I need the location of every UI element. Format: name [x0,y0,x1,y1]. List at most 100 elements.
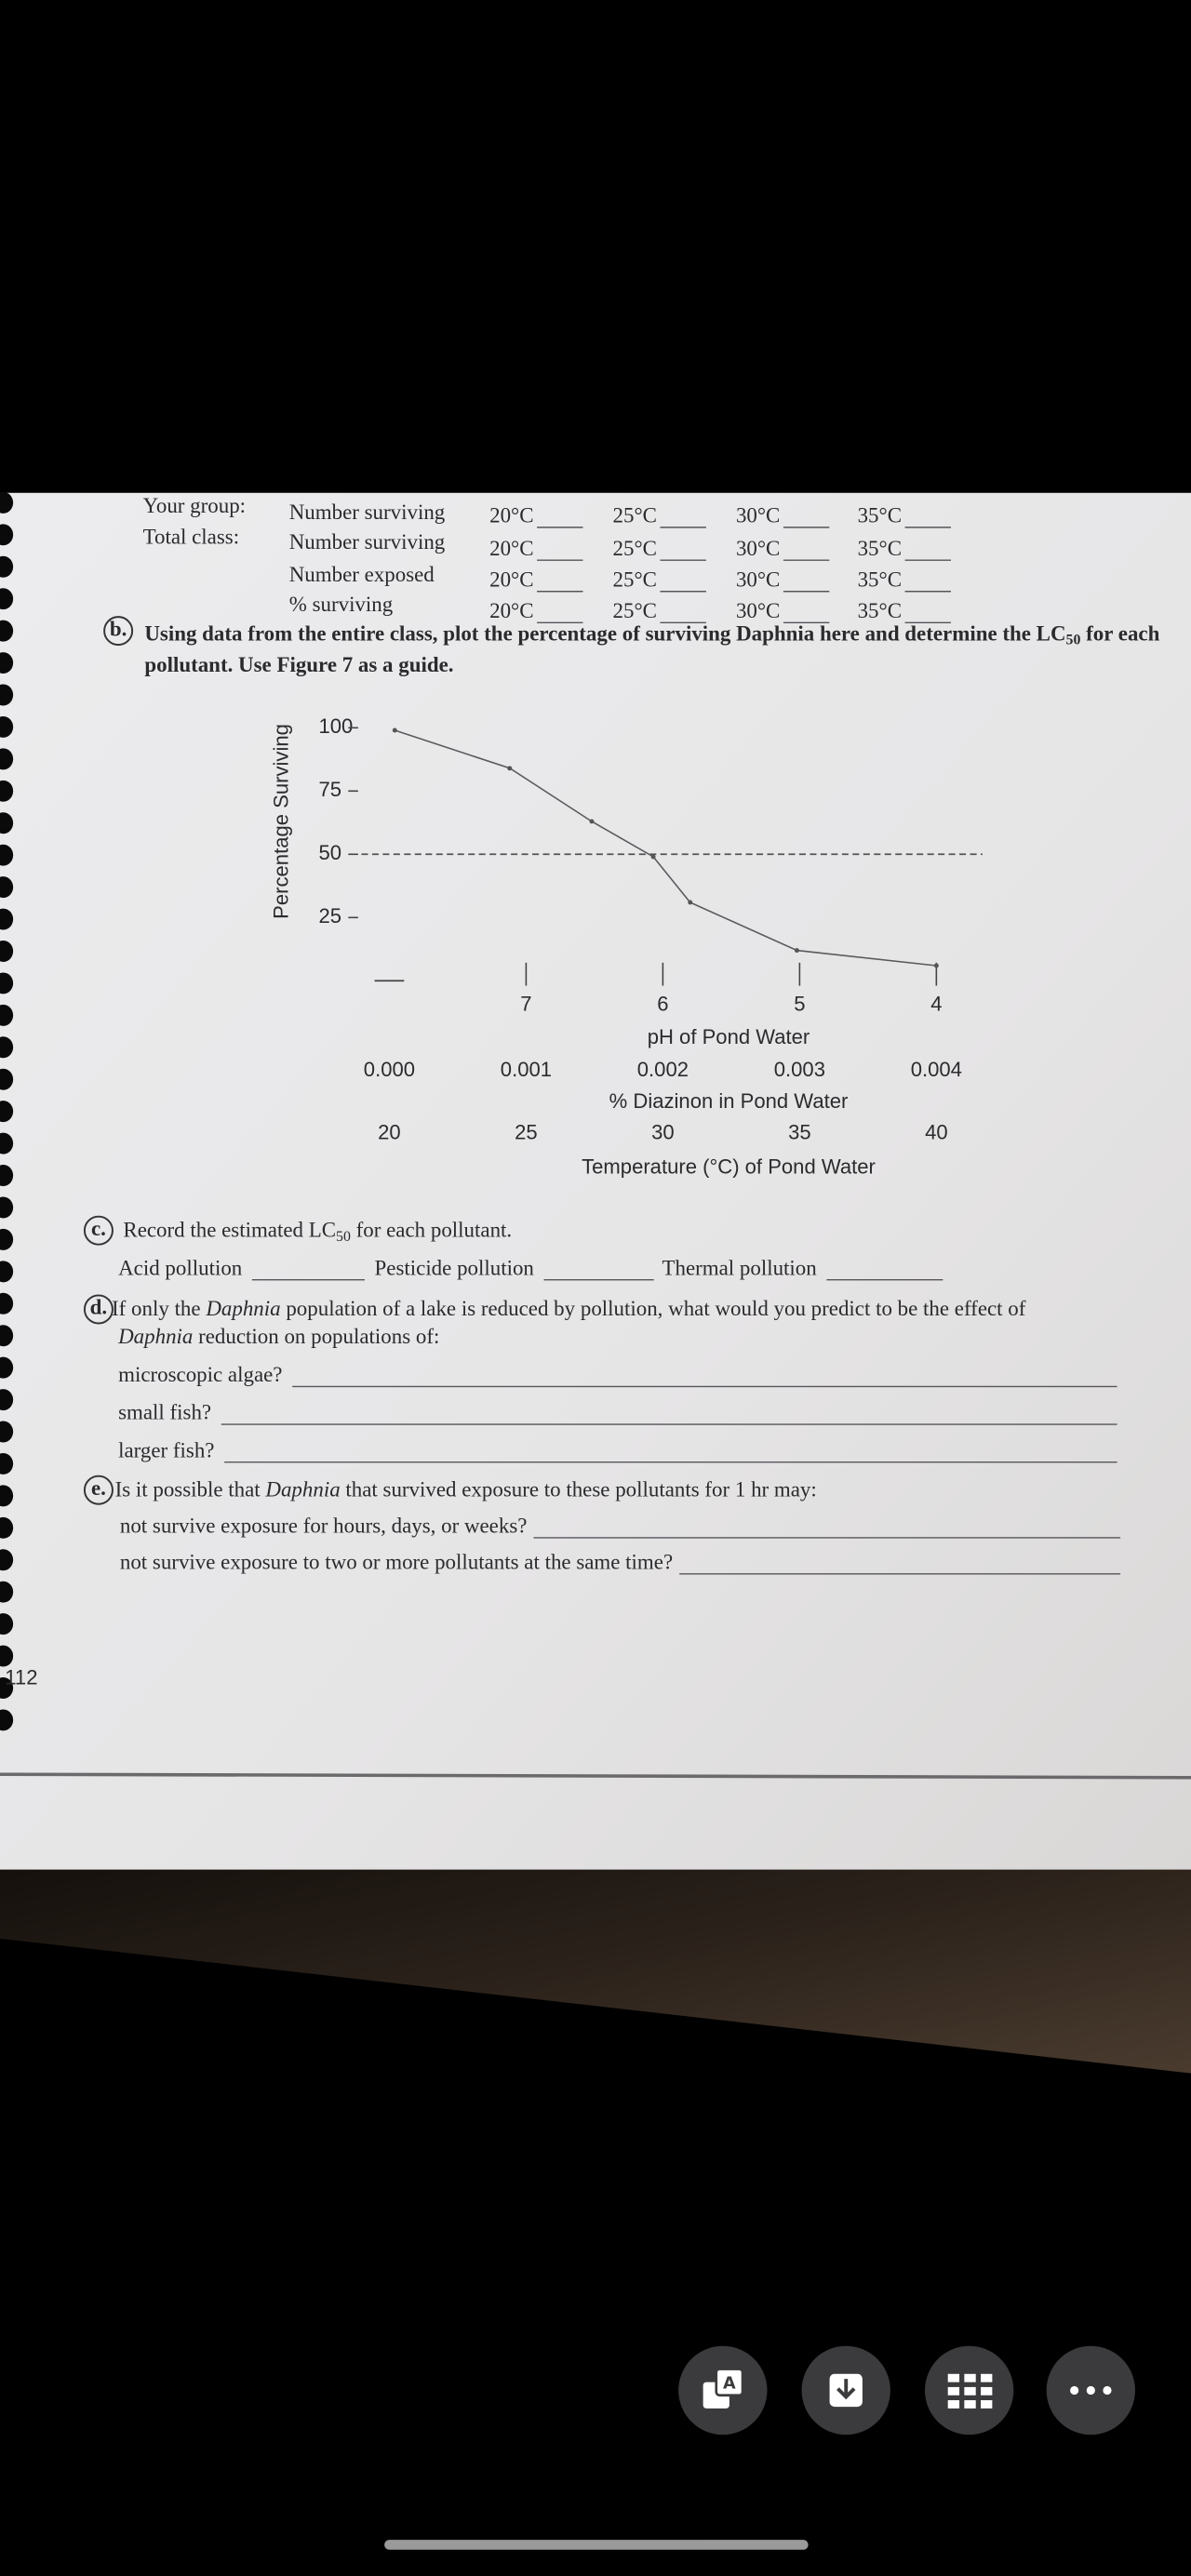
question-text: If only the Daphnia population of a lake… [112,1297,1026,1320]
text-run: Record the estimated LC [123,1219,336,1242]
binding-hole [0,1101,14,1123]
binding-hole [0,1292,14,1315]
row-measure: Number exposed [289,563,435,586]
item-label: larger fish? [118,1438,214,1462]
question-text: pollutant. Use Figure 7 as a guide. [144,653,453,676]
item-label: not survive exposure to two or more poll… [120,1550,673,1573]
text-run: for each pollutant. [351,1219,512,1242]
temp-label: 20°C [489,567,533,591]
curve-point [507,766,513,771]
text-run: 50 [336,1228,351,1244]
page-number: 112 [5,1666,37,1689]
page-edge [0,1772,1191,1780]
temp-label: 25°C [613,599,657,622]
binding-hole [0,844,14,866]
svg-text:A: A [723,2374,736,2393]
temp-label: 35°C [858,567,902,591]
temp-label: 35°C [858,599,902,622]
x-tick-label: 5 [794,993,805,1016]
text-run: reduction on populations of: [193,1326,439,1349]
question-marker [83,1294,114,1325]
more-button[interactable] [1046,2345,1135,2436]
question-text: Is it possible that Daphnia that survive… [115,1478,817,1502]
text-run: 50 [1066,632,1081,647]
temp-label: 35°C [858,504,902,527]
temp-label: 25°C [613,567,657,591]
row-measure: % surviving [289,593,394,616]
binding-hole [0,1516,14,1539]
x-tick-label: 20 [378,1120,401,1143]
x-tick-label: 0.003 [774,1058,825,1081]
text-run: Is it possible that [115,1478,266,1502]
item-label: microscopic algae? [118,1363,282,1386]
blank-label: Pesticide pollution [375,1256,535,1279]
curve-point [650,854,656,860]
text-run: for each [1080,622,1159,646]
x-tick-label: 0.001 [501,1058,552,1081]
table-surface [0,1839,1191,2074]
x-tick-label: 0.004 [911,1058,962,1081]
question-marker [83,1475,114,1505]
row-measure: Number surviving [289,530,446,554]
binding-hole [0,715,14,738]
binding [0,491,14,1731]
binding-hole [0,1613,14,1635]
temp-label: 30°C [736,599,780,622]
item-label: small fish? [118,1401,211,1424]
binding-hole [0,684,14,706]
text-run: population of a lake is reduced by pollu… [281,1297,1026,1320]
text-run: that survived exposure to these pollutan… [341,1478,817,1502]
x-tick-label: 35 [788,1120,811,1143]
apps-button[interactable] [924,2345,1014,2436]
curve-point [392,727,397,733]
binding-hole [0,941,14,962]
x-axis-label: pH of Pond Water [648,1025,810,1048]
curve-point [589,819,595,824]
binding-hole [0,1677,14,1699]
binding-hole [0,1132,14,1155]
marker-label: d. [90,1296,107,1319]
marker-label: b. [110,617,127,640]
toolbar: A [678,2345,1135,2436]
download-button[interactable] [801,2345,890,2436]
binding-hole [0,1068,14,1090]
marker-label: c. [91,1217,106,1240]
binding-hole [0,1036,14,1059]
binding-hole [0,1165,14,1187]
blank-label: Acid pollution [118,1256,243,1279]
binding-hole [0,1389,14,1411]
temp-label: 25°C [613,537,657,560]
x-tick-label: 0.002 [637,1058,689,1081]
binding-hole [0,812,14,834]
text-run: If only the [112,1297,206,1320]
binding-hole [0,1228,14,1250]
temp-label: 30°C [736,504,780,527]
y-tick-label: 75 [319,778,342,801]
binding-hole [0,588,14,610]
question-marker [83,1215,114,1246]
binding-hole [0,1709,14,1731]
x-axis-label: Temperature (°C) of Pond Water [582,1155,876,1178]
x-tick-label: 40 [925,1120,948,1143]
home-indicator [384,2540,809,2550]
curve-point [688,900,693,905]
binding-hole [0,524,14,546]
x-tick-label: 7 [520,993,531,1016]
binding-hole [0,1645,14,1667]
text-run: Using data from the entire class, plot t… [144,622,1065,646]
row-measure: Number surviving [289,501,446,524]
binding-hole [0,1421,14,1443]
binding-hole [0,748,14,770]
translate-button[interactable]: A [678,2345,768,2436]
binding-hole [0,1549,14,1571]
item-label: not survive exposure for hours, days, or… [120,1515,528,1538]
y-tick-label: 25 [319,904,342,928]
temp-label: 30°C [736,567,780,591]
temp-label: 25°C [613,504,657,527]
y-axis-label: Percentage Surviving [269,724,292,919]
question-marker [103,616,134,647]
binding-hole [0,652,14,674]
temp-label: 20°C [489,537,533,560]
text-run: Daphnia [117,1326,193,1349]
